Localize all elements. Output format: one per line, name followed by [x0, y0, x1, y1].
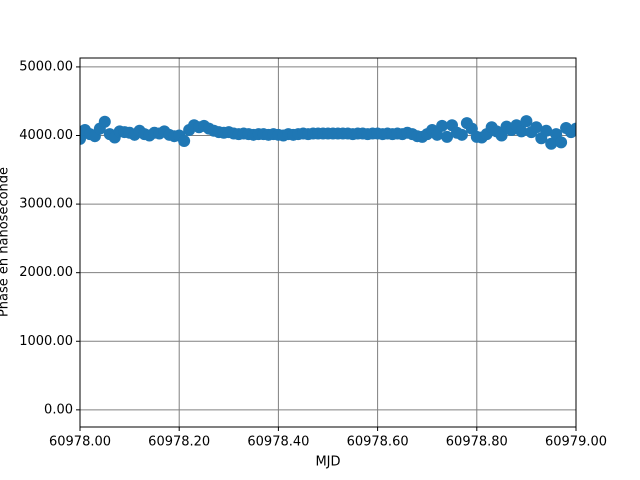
y-tick-label: 2000.00	[19, 265, 73, 280]
point	[545, 137, 558, 150]
point	[495, 129, 508, 142]
point	[540, 124, 553, 137]
points	[80, 115, 576, 150]
point	[520, 115, 533, 128]
point	[436, 119, 449, 132]
y-axis-label: Phase en nanoseconde	[0, 167, 12, 317]
x-tick-label: 60979.00	[545, 435, 607, 450]
x-tick-label: 60978.40	[247, 435, 309, 450]
point	[530, 121, 543, 134]
y-tick-label: 3000.00	[19, 197, 73, 212]
x-tick-label: 60978.00	[49, 435, 111, 450]
point	[515, 125, 528, 138]
x-axis-label: MJD	[315, 455, 340, 470]
x-tick-label: 60978.80	[446, 435, 508, 450]
y-tick-label: 5000.00	[19, 59, 73, 74]
y-tick-label: 0.00	[44, 402, 73, 417]
axes-frame	[79, 57, 577, 428]
point	[441, 130, 454, 143]
y-tick-label: 4000.00	[19, 128, 73, 143]
point	[431, 128, 444, 141]
labels: 60978.00 60978.20 60978.40 60978.60 60978.80…	[19, 59, 607, 449]
point	[98, 115, 111, 128]
y-tick-label: 1000.00	[19, 334, 73, 349]
point	[570, 122, 576, 135]
x-tick-label: 60978.60	[347, 435, 409, 450]
point	[178, 134, 191, 147]
point	[455, 128, 468, 141]
point	[555, 136, 568, 149]
x-tick-label: 60978.20	[148, 435, 210, 450]
